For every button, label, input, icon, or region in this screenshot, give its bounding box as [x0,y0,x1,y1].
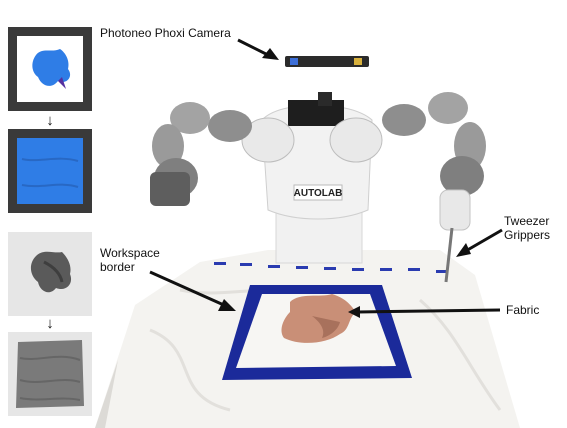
autolab-plate [293,184,343,201]
tweezer-tip [444,227,454,283]
background-tape-dashes [214,262,446,273]
workspace-border-label: Workspace border [100,246,180,274]
tweezer-label-line1: Tweezer [504,214,550,228]
camera-label: Photoneo Phoxi Camera [100,26,231,40]
depth-fabric-smoothed-panel [8,332,92,416]
fabric-label: Fabric [506,303,540,317]
robot-right-arm [329,92,486,283]
robot-left-arm [150,102,295,206]
tweezer-grippers-label: Tweezer Grippers [504,214,564,242]
sim-fabric-initial-panel [8,27,92,111]
table-cloth-shadow [95,360,118,428]
down-arrow-icon: ↓ [46,112,54,129]
robot-head [288,100,344,126]
workspace-label-line1: Workspace [100,246,160,260]
phoxi-camera [285,56,369,67]
autolab-logo: AUTOLAB [294,188,343,199]
depth-fabric-initial-panel [8,232,92,316]
sim-fabric-smoothed-panel [8,129,92,213]
annotation-arrows [149,38,503,318]
real-fabric-shade [312,316,340,338]
workspace-label-line2: border [100,260,135,274]
tweezer-label-line2: Grippers [504,228,551,242]
down-arrow-icon: ↓ [46,315,54,332]
